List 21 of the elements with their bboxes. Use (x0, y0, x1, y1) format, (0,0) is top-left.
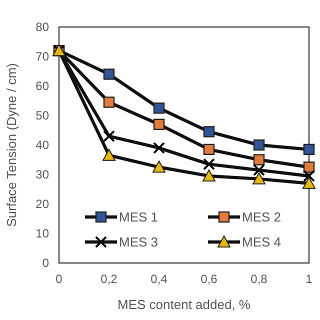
y-tick-label: 60 (36, 79, 50, 94)
x-tick-label: 0,8 (250, 272, 268, 286)
y-tick-label: 40 (36, 138, 50, 152)
x-axis-title: MES content added, % (118, 297, 251, 312)
legend-label: MES 4 (242, 234, 282, 250)
legend-label: MES 1 (119, 210, 158, 225)
y-tick-label: 50 (36, 108, 50, 123)
y-axis-title: Surface Tension (Dyne / cm) (4, 63, 19, 227)
x-tick-label: 0,6 (200, 272, 218, 286)
y-tick-label: 0 (42, 256, 50, 270)
legend-label: MES 2 (242, 210, 282, 225)
x-tick-label: 0,2 (100, 272, 118, 286)
y-tick-label: 80 (36, 20, 50, 34)
legend-label: MES 3 (119, 234, 158, 250)
x-tick-label: 0,4 (150, 272, 168, 286)
y-tick-label: 20 (36, 197, 50, 212)
y-tick-label: 70 (36, 50, 50, 64)
x-tick-label: 0 (56, 272, 63, 286)
x-tick-label: 1 (306, 272, 313, 286)
y-tick-label: 10 (36, 226, 50, 241)
y-tick-label: 30 (36, 168, 50, 182)
